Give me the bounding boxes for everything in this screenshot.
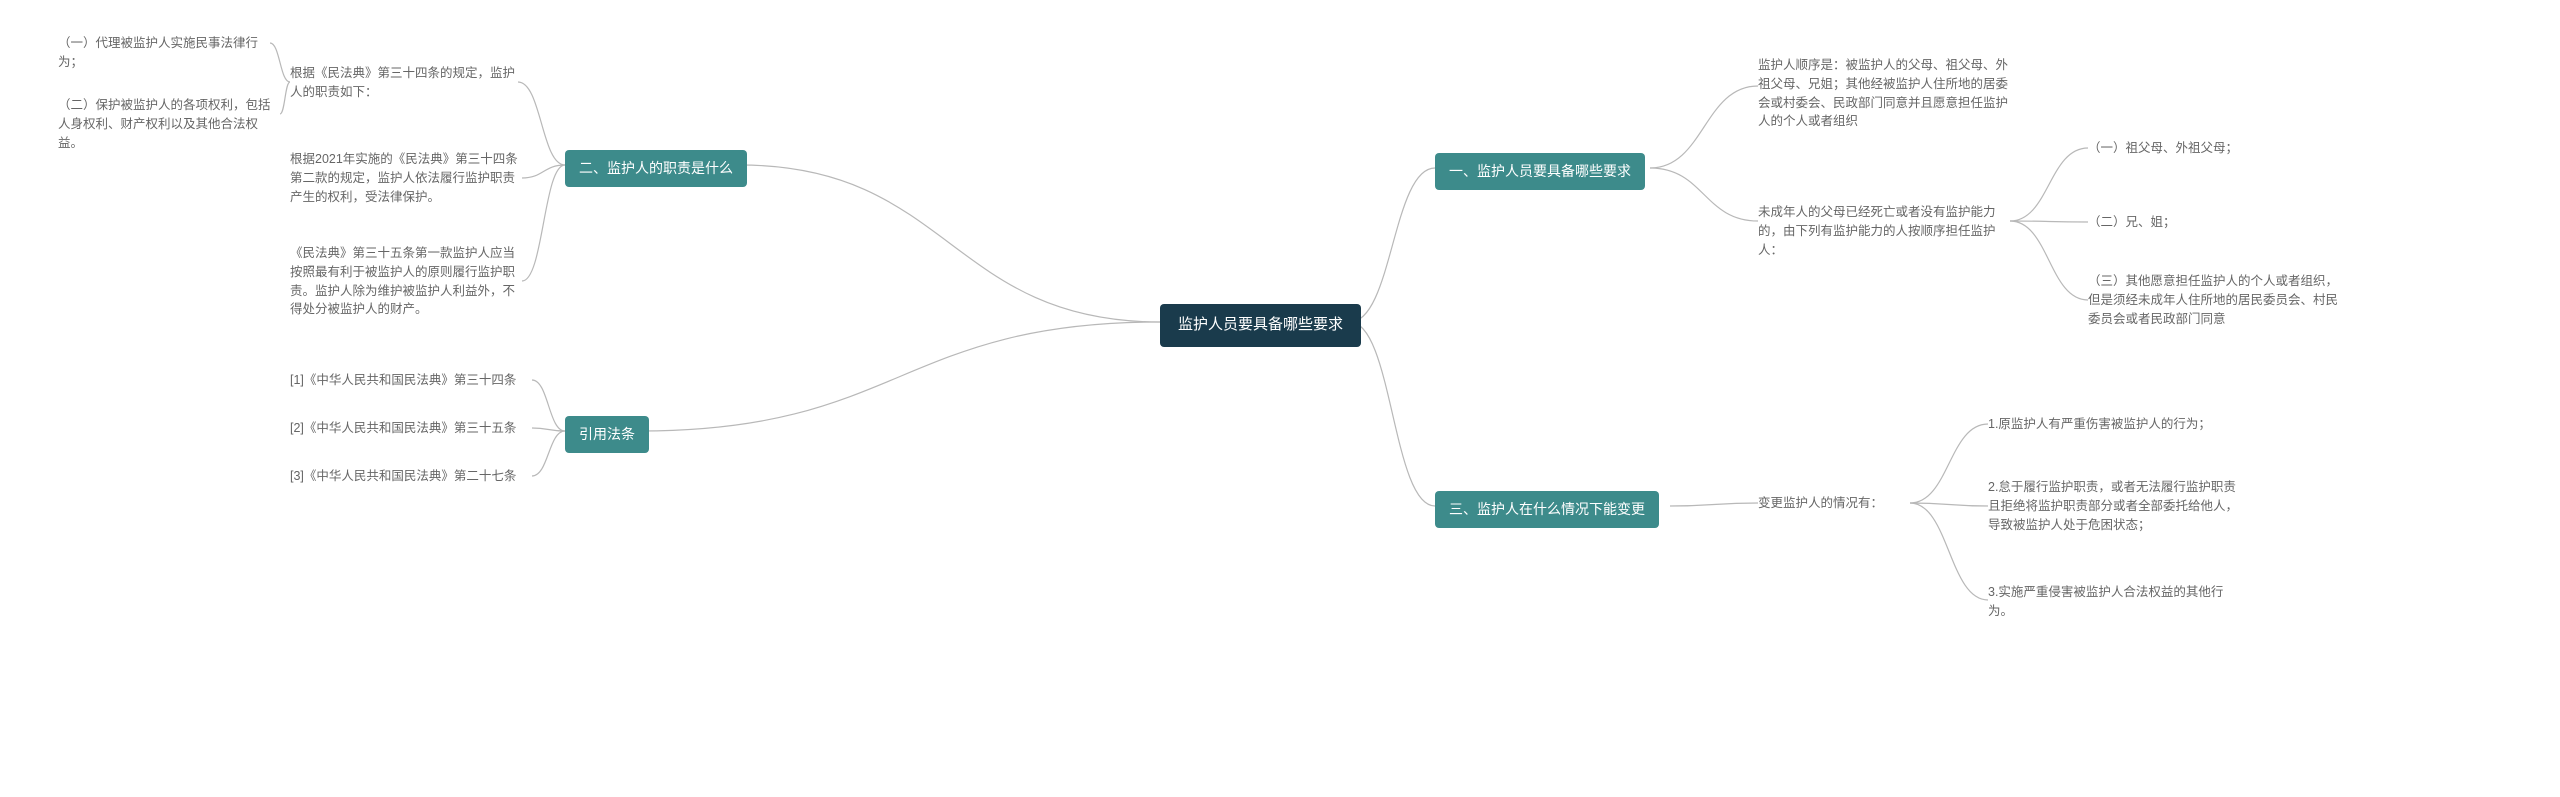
leaf-3a: 变更监护人的情况有： <box>1758 494 1883 513</box>
leaf-2a1: （一）代理被监护人实施民事法律行为； <box>58 34 268 72</box>
branch-3: 三、监护人在什么情况下能变更 <box>1435 491 1659 528</box>
leaf-3a2: 2.怠于履行监护职责，或者无法履行监护职责且拒绝将监护职责部分或者全部委托给他人… <box>1988 478 2238 534</box>
leaf-2c: 《民法典》第三十五条第一款监护人应当按照最有利于被监护人的原则履行监护职责。监护… <box>290 244 520 319</box>
branch-1: 一、监护人员要具备哪些要求 <box>1435 153 1645 190</box>
leaf-3a1: 1.原监护人有严重伤害被监护人的行为； <box>1988 415 2211 434</box>
leaf-4c: [3]《中华人民共和国民法典》第二十七条 <box>290 467 516 486</box>
leaf-2a: 根据《民法典》第三十四条的规定，监护人的职责如下： <box>290 64 515 102</box>
leaf-1a: 监护人顺序是：被监护人的父母、祖父母、外祖父母、兄姐；其他经被监护人住所地的居委… <box>1758 56 2008 131</box>
leaf-2b: 根据2021年实施的《民法典》第三十四条第二款的规定，监护人依法履行监护职责产生… <box>290 150 520 206</box>
branch-4: 引用法条 <box>565 416 649 453</box>
leaf-4b: [2]《中华人民共和国民法典》第三十五条 <box>290 419 516 438</box>
leaf-1b: 未成年人的父母已经死亡或者没有监护能力的，由下列有监护能力的人按顺序担任监护人： <box>1758 203 2008 259</box>
leaf-2a2: （二）保护被监护人的各项权利，包括人身权利、财产权利以及其他合法权益。 <box>58 96 278 152</box>
branch-2: 二、监护人的职责是什么 <box>565 150 747 187</box>
root-node: 监护人员要具备哪些要求 <box>1160 304 1361 347</box>
connector-layer <box>0 0 2560 797</box>
leaf-1b3: （三）其他愿意担任监护人的个人或者组织，但是须经未成年人住所地的居民委员会、村民… <box>2088 272 2338 328</box>
leaf-1b1: （一）祖父母、外祖父母； <box>2088 139 2238 158</box>
leaf-1b2: （二）兄、姐； <box>2088 213 2176 232</box>
leaf-3a3: 3.实施严重侵害被监护人合法权益的其他行为。 <box>1988 583 2238 621</box>
leaf-4a: [1]《中华人民共和国民法典》第三十四条 <box>290 371 516 390</box>
